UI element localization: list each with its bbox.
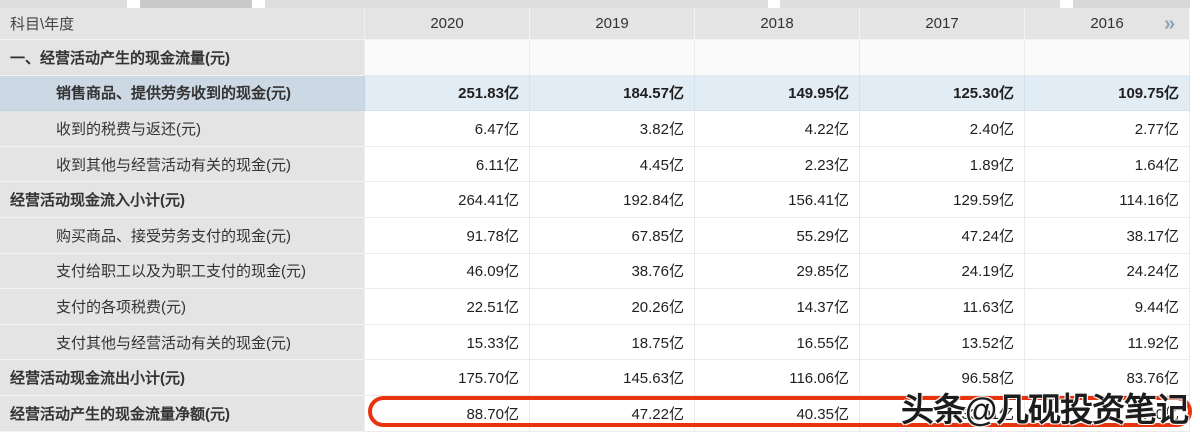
value-cell: 251.83亿 [365,75,530,112]
value-cell [365,40,530,76]
cash-flow-table: 科目\年度 2020 2019 2018 2017 2016 一、经营活动产生的… [0,8,1190,432]
value-cell: 83.76亿 [1025,360,1190,396]
value-cell: 1.64亿 [1025,146,1190,183]
table-row: 购买商品、接受劳务支付的现金(元) 91.78亿 67.85亿 55.29亿 47.24… [0,217,1190,254]
value-cell: 4.45亿 [530,146,695,183]
row-label: 一、经营活动产生的现金流量(元) [0,40,365,76]
value-cell: 91.78亿 [365,217,530,254]
value-cell: 156.41亿 [695,182,860,218]
value-cell: 184.57亿 [530,75,695,112]
value-cell: 22.51亿 [365,289,530,325]
table-row: 一、经营活动产生的现金流量(元) [0,40,1190,76]
value-cell: 29.85亿 [695,253,860,290]
tab-remnant-active[interactable] [140,0,252,8]
value-cell: 30.40亿 [1025,395,1190,432]
row-label: 支付的各项税费(元) [0,289,365,325]
table-row: 收到其他与经营活动有关的现金(元) 6.11亿 4.45亿 2.23亿 1.89亿 1.6… [0,146,1190,183]
tab-remnant[interactable] [0,0,127,8]
value-cell: 4.22亿 [695,111,860,147]
table-header-row: 科目\年度 2020 2019 2018 2017 2016 [0,8,1190,40]
value-cell: 55.29亿 [695,217,860,254]
table-row: 支付给职工以及为职工支付的现金(元) 46.09亿 38.76亿 29.85亿 24.1… [0,253,1190,290]
value-cell: 96.58亿 [860,360,1025,396]
value-cell: 109.75亿 [1025,75,1190,112]
corner-header-cell: 科目\年度 [0,8,365,40]
value-cell: 20.26亿 [530,289,695,325]
value-cell: 46.09亿 [365,253,530,290]
top-tab-strip [0,0,1200,8]
table-row: 经营活动现金流入小计(元) 264.41亿 192.84亿 156.41亿 129.59… [0,182,1190,218]
value-cell: 88.70亿 [365,395,530,432]
value-cell: 24.19亿 [860,253,1025,290]
year-header-2018[interactable]: 2018 [695,8,860,40]
value-cell: 13.52亿 [860,324,1025,361]
value-cell: 40.35亿 [695,395,860,432]
table-row: 经营活动现金流出小计(元) 175.70亿 145.63亿 116.06亿 96.58亿… [0,360,1190,396]
year-header-2016[interactable]: 2016 [1025,8,1190,40]
value-cell: 175.70亿 [365,360,530,396]
value-cell: 47.24亿 [860,217,1025,254]
value-cell: 3.82亿 [530,111,695,147]
table-row: 经营活动产生的现金流量净额(元) 88.70亿 47.22亿 40.35亿 33.01亿… [0,395,1190,432]
table-row: 收到的税费与返还(元) 6.47亿 3.82亿 4.22亿 2.40亿 2.77亿 [0,111,1190,147]
row-label: 经营活动现金流出小计(元) [0,360,365,396]
value-cell: 38.17亿 [1025,217,1190,254]
table-row: 支付其他与经营活动有关的现金(元) 15.33亿 18.75亿 16.55亿 13.52… [0,324,1190,361]
value-cell [1025,40,1190,76]
value-cell: 1.89亿 [860,146,1025,183]
value-cell: 47.22亿 [530,395,695,432]
value-cell: 38.76亿 [530,253,695,290]
row-label: 支付其他与经营活动有关的现金(元) [0,324,365,361]
value-cell: 9.44亿 [1025,289,1190,325]
tab-remnant[interactable] [1073,0,1190,8]
value-cell: 14.37亿 [695,289,860,325]
row-label: 支付给职工以及为职工支付的现金(元) [0,253,365,290]
tab-remnant[interactable] [780,0,1060,8]
year-header-2020[interactable]: 2020 [365,8,530,40]
row-label: 经营活动产生的现金流量净额(元) [0,395,365,432]
value-cell: 149.95亿 [695,75,860,112]
value-cell [860,40,1025,76]
row-label: 收到的税费与返还(元) [0,111,365,147]
row-label: 收到其他与经营活动有关的现金(元) [0,146,365,183]
row-label: 销售商品、提供劳务收到的现金(元) [0,75,365,112]
table-row: 支付的各项税费(元) 22.51亿 20.26亿 14.37亿 11.63亿 9.44亿 [0,289,1190,325]
value-cell: 11.63亿 [860,289,1025,325]
tab-remnant[interactable] [265,0,768,8]
value-cell: 145.63亿 [530,360,695,396]
value-cell: 67.85亿 [530,217,695,254]
value-cell: 16.55亿 [695,324,860,361]
value-cell: 15.33亿 [365,324,530,361]
value-cell [695,40,860,76]
value-cell: 192.84亿 [530,182,695,218]
row-label: 购买商品、接受劳务支付的现金(元) [0,217,365,254]
value-cell: 129.59亿 [860,182,1025,218]
table-body: 一、经营活动产生的现金流量(元) 销售商品、提供劳务收到的现金(元) 251.83亿… [0,40,1190,432]
value-cell [530,40,695,76]
value-cell: 6.11亿 [365,146,530,183]
year-header-2019[interactable]: 2019 [530,8,695,40]
value-cell: 18.75亿 [530,324,695,361]
value-cell: 2.40亿 [860,111,1025,147]
value-cell: 33.01亿 [860,395,1025,432]
table-row[interactable]: 销售商品、提供劳务收到的现金(元) 251.83亿 184.57亿 149.95亿 12… [0,75,1190,112]
value-cell: 2.23亿 [695,146,860,183]
value-cell: 125.30亿 [860,75,1025,112]
more-years-chevron-icon[interactable]: » [1163,12,1175,35]
value-cell: 24.24亿 [1025,253,1190,290]
value-cell: 2.77亿 [1025,111,1190,147]
row-label: 经营活动现金流入小计(元) [0,182,365,218]
value-cell: 11.92亿 [1025,324,1190,361]
value-cell: 116.06亿 [695,360,860,396]
year-header-2017[interactable]: 2017 [860,8,1025,40]
value-cell: 6.47亿 [365,111,530,147]
value-cell: 114.16亿 [1025,182,1190,218]
value-cell: 264.41亿 [365,182,530,218]
